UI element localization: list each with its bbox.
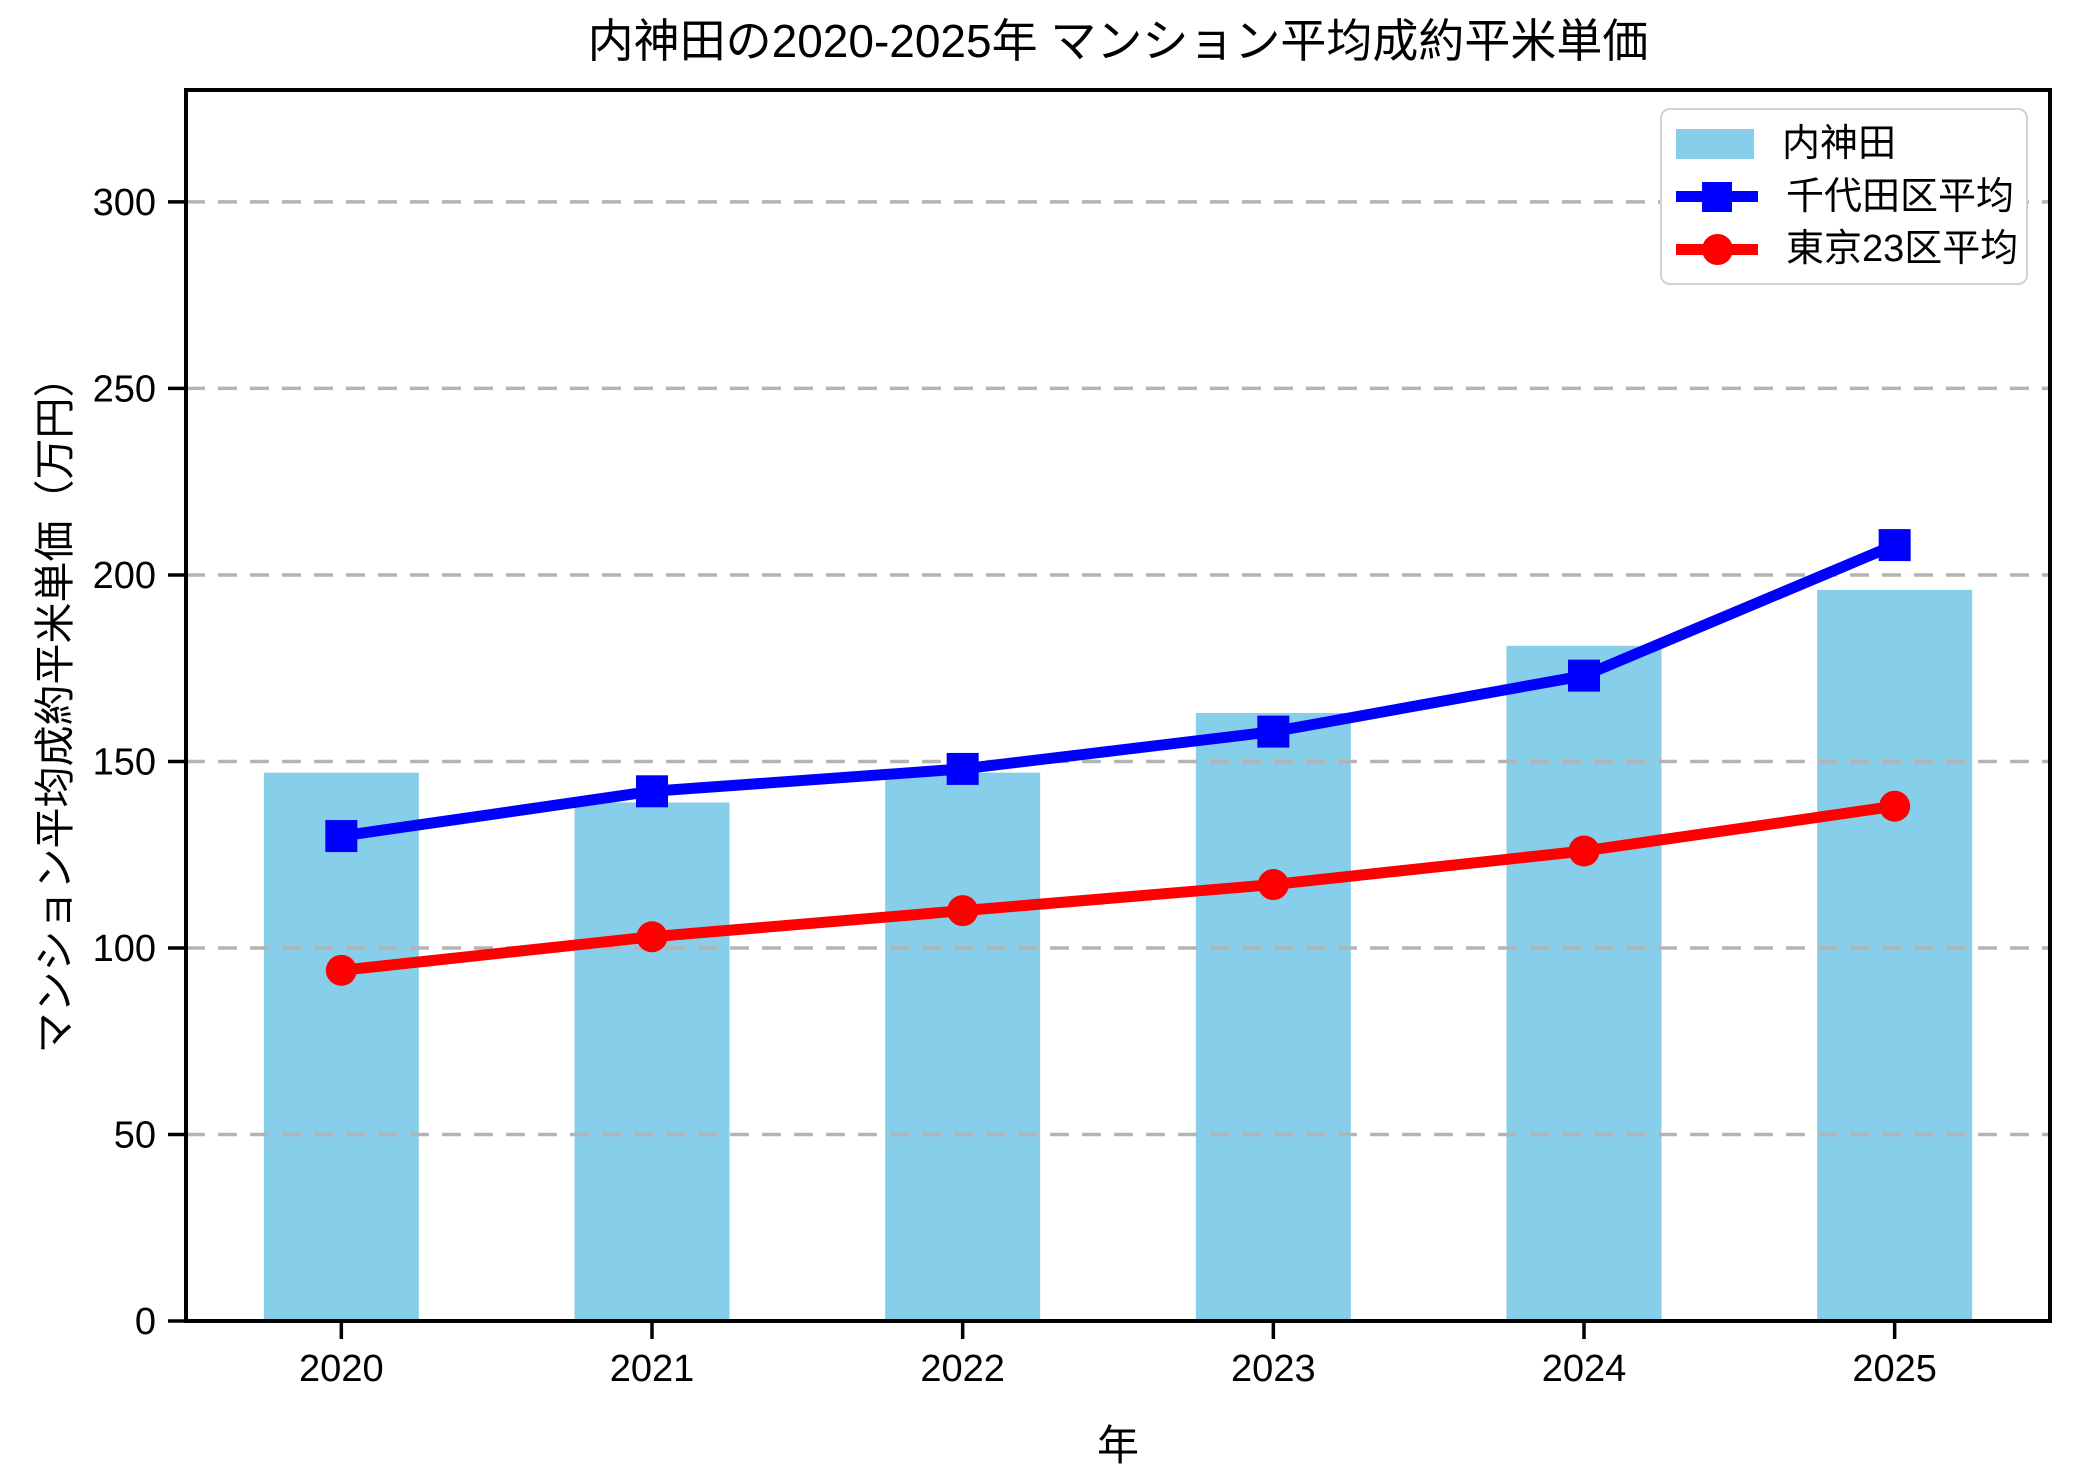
legend-item-chiyoda-avg: 千代田区平均 — [1676, 178, 2026, 216]
square-marker-2022 — [946, 752, 979, 785]
bar-2020 — [263, 772, 419, 1321]
circle-marker-2020 — [325, 954, 357, 986]
square-marker-2021 — [636, 775, 668, 808]
legend-swatch-bar — [1676, 128, 1754, 159]
bar-2025 — [1817, 589, 1973, 1321]
y-tick-label-100: 100 — [93, 928, 156, 970]
bar-2021 — [574, 802, 730, 1321]
legend-swatch-chiyoda-line — [1676, 180, 1758, 214]
y-tick-label-200: 200 — [93, 555, 156, 597]
bar-2024 — [1506, 645, 1662, 1321]
legend-item-tokyo23-avg: 東京23区平均 — [1676, 230, 2026, 268]
x-tick-label-2023: 2023 — [1231, 1348, 1316, 1390]
legend-label-chiyoda-avg: 千代田区平均 — [1786, 175, 2015, 218]
legend-label-tokyo23-avg: 東京23区平均 — [1786, 228, 2019, 271]
circle-marker-2021 — [636, 921, 668, 953]
y-tick-label-50: 50 — [114, 1114, 156, 1156]
chart-title: 内神田の2020-2025年 マンション平均成約平米単価 — [587, 15, 1649, 67]
square-marker-2023 — [1257, 715, 1290, 748]
y-tick-label-250: 250 — [93, 368, 156, 410]
legend-swatch-tokyo23-line — [1676, 232, 1758, 266]
circle-marker-2024 — [1568, 835, 1600, 867]
bar-2022 — [885, 772, 1041, 1321]
legend-square-marker-icon — [1702, 181, 1732, 212]
circle-marker-2025 — [1879, 790, 1911, 822]
x-tick-label-2022: 2022 — [920, 1348, 1005, 1390]
y-axis-label: マンション平均成約平米単価（万円） — [32, 356, 78, 1054]
line-series-2 — [335, 800, 1901, 976]
square-marker-2025 — [1878, 529, 1911, 562]
x-tick-label-2020: 2020 — [299, 1348, 384, 1390]
line-series-1 — [335, 539, 1901, 842]
bar-2023 — [1195, 712, 1351, 1321]
legend: 内神田 千代田区平均 東京23区平均 — [1660, 108, 2028, 285]
circle-marker-2023 — [1257, 869, 1289, 901]
circle-marker-2022 — [947, 895, 979, 927]
legend-label-uchikanda: 内神田 — [1782, 122, 1897, 165]
y-tick-label-0: 0 — [135, 1301, 156, 1343]
x-tick-label-2025: 2025 — [1852, 1348, 1937, 1390]
y-tick-label-300: 300 — [93, 182, 156, 224]
x-axis-label: 年 — [1096, 1422, 1139, 1469]
square-marker-2024 — [1568, 659, 1600, 692]
y-tick-label-150: 150 — [93, 741, 156, 783]
legend-circle-marker-icon — [1701, 233, 1733, 265]
x-tick-label-2024: 2024 — [1542, 1348, 1627, 1390]
x-tick-label-2021: 2021 — [610, 1348, 695, 1390]
plot-border — [184, 88, 2052, 1323]
legend-item-uchikanda: 内神田 — [1676, 125, 2026, 163]
square-marker-2020 — [325, 820, 358, 853]
